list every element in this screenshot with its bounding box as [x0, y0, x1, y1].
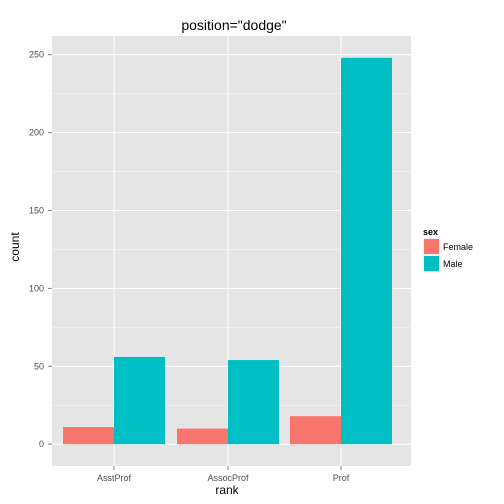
bar-male-asstprof — [114, 356, 165, 445]
y-tick-label: 250 — [29, 50, 44, 60]
y-axis-title: count — [8, 232, 22, 262]
legend-title: sex — [423, 227, 438, 237]
y-tick-label: 200 — [29, 128, 44, 138]
x-tick-label: AssocProf — [207, 473, 249, 483]
bar-male-prof — [341, 57, 392, 445]
legend-swatch-female — [424, 239, 439, 254]
bar-female-asstprof — [63, 427, 114, 445]
y-tick-label: 50 — [34, 361, 44, 371]
axes: 0 50 100 150 200 250 AsstProf AssocProf Prof — [29, 50, 350, 483]
legend-label-male: Male — [443, 259, 463, 269]
legend: sex Female Male — [423, 227, 473, 272]
bars — [63, 57, 392, 445]
legend-label-female: Female — [443, 242, 473, 252]
legend-swatch-male — [424, 256, 439, 271]
bar-female-prof — [290, 416, 341, 445]
y-tick-label: 150 — [29, 205, 44, 215]
y-tick-label: 100 — [29, 283, 44, 293]
bar-female-assocprof — [177, 428, 228, 445]
bar-male-assocprof — [228, 360, 279, 445]
x-axis-title: rank — [215, 483, 239, 497]
y-tick-label: 0 — [39, 439, 44, 449]
chart-title: position="dodge" — [181, 17, 286, 33]
x-tick-label: Prof — [333, 473, 350, 483]
x-tick-label: AsstProf — [97, 473, 132, 483]
